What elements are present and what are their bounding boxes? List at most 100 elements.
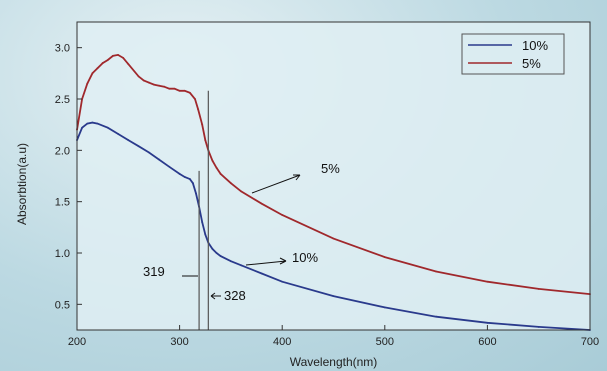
data-point: [183, 176, 186, 178]
series-layer: [76, 53, 591, 331]
data-point: [86, 122, 89, 125]
y-tick-label: 1.0: [55, 248, 70, 260]
data-point: [211, 247, 214, 250]
data-point: [230, 260, 232, 263]
y-tick-label: 1.5: [55, 197, 70, 209]
data-point: [96, 122, 99, 125]
data-point: [163, 85, 166, 88]
data-point: [178, 173, 181, 175]
annotation-319: 319: [143, 264, 165, 279]
y-tick-label: 3.0: [55, 43, 70, 55]
data-point: [201, 123, 204, 126]
data-point: [158, 158, 160, 161]
data-point: [91, 121, 94, 124]
data-point: [197, 108, 199, 111]
x-tick-label: 700: [581, 336, 599, 348]
y-tick-label: 2.5: [55, 94, 70, 106]
data-point: [188, 91, 191, 94]
data-point: [211, 159, 214, 162]
arrow-328: [210, 292, 221, 300]
annotation-10pct: 10%: [292, 250, 318, 265]
data-point: [153, 83, 155, 86]
x-tick-label: 400: [273, 336, 291, 348]
data-point: [215, 166, 218, 169]
data-point: [281, 214, 284, 216]
arrow-10pct: [245, 257, 287, 266]
marker-layer: [198, 90, 209, 330]
data-point: [260, 202, 263, 205]
data-point: [122, 57, 125, 59]
series-line-5pct: [76, 53, 591, 295]
data-point: [383, 306, 386, 309]
data-point: [192, 182, 194, 185]
data-point: [383, 256, 386, 259]
data-point: [240, 190, 243, 193]
data-point: [101, 62, 104, 64]
data-point: [219, 255, 222, 257]
data-point: [201, 221, 204, 224]
data-point: [147, 81, 150, 84]
legend-box: [461, 33, 565, 75]
data-point: [204, 139, 207, 141]
x-axis-title: Wavelength(nm): [290, 355, 378, 369]
legend-label-10pct: 10%: [522, 38, 548, 53]
data-point: [158, 84, 160, 87]
data-point: [86, 82, 89, 85]
x-tick-label: 300: [170, 336, 188, 348]
data-point: [137, 145, 140, 148]
x-tick-label: 600: [478, 336, 496, 348]
data-point: [147, 151, 150, 154]
data-point: [117, 53, 119, 56]
data-point: [173, 87, 176, 90]
data-point: [91, 72, 94, 75]
data-point: [137, 75, 140, 78]
data-point: [168, 87, 171, 90]
data-point: [215, 252, 218, 254]
data-point: [188, 178, 191, 180]
arrow-5pct: [251, 174, 301, 194]
data-point: [96, 67, 99, 70]
data-point: [332, 295, 335, 298]
legend: 10% 5%: [461, 33, 565, 75]
data-point: [195, 192, 197, 195]
y-tick-label: 0.5: [55, 299, 70, 311]
data-point: [142, 79, 145, 82]
data-point: [127, 139, 130, 141]
plot-frame: [76, 21, 591, 331]
data-point: [537, 288, 540, 290]
plot-background: [77, 22, 590, 330]
data-point: [106, 126, 109, 129]
data-point: [204, 233, 207, 236]
data-point: [194, 98, 196, 100]
data-point: [486, 321, 489, 324]
annotation-5pct: 5%: [321, 161, 340, 176]
annotation-layer: 5% 10% 319 328: [143, 161, 340, 303]
data-point: [435, 270, 437, 273]
data-point: [260, 272, 263, 275]
data-point: [106, 59, 109, 61]
data-point: [281, 280, 284, 283]
data-point: [183, 89, 186, 92]
annotation-328: 328: [224, 288, 246, 303]
data-point: [117, 133, 119, 135]
x-tick-label: 200: [68, 336, 86, 348]
data-point: [230, 182, 232, 185]
data-point: [219, 173, 222, 175]
data-point: [486, 280, 489, 283]
data-point: [332, 237, 335, 240]
tick-layer: 200 300 400 500 600 700 0.5 1.0 1.5 2.0 2.5 3.0: [55, 43, 599, 348]
data-point: [240, 264, 243, 267]
data-point: [537, 326, 540, 328]
data-point: [81, 126, 84, 129]
data-point: [112, 54, 114, 57]
y-axis-title: Absorbtion(a.u): [15, 143, 29, 225]
legend-label-5pct: 5%: [522, 56, 541, 71]
series-line-10pct: [76, 121, 591, 331]
data-point: [178, 89, 181, 92]
data-point: [127, 63, 130, 65]
y-tick-label: 2.0: [55, 145, 70, 157]
x-tick-label: 500: [376, 336, 394, 348]
data-point: [435, 315, 437, 318]
